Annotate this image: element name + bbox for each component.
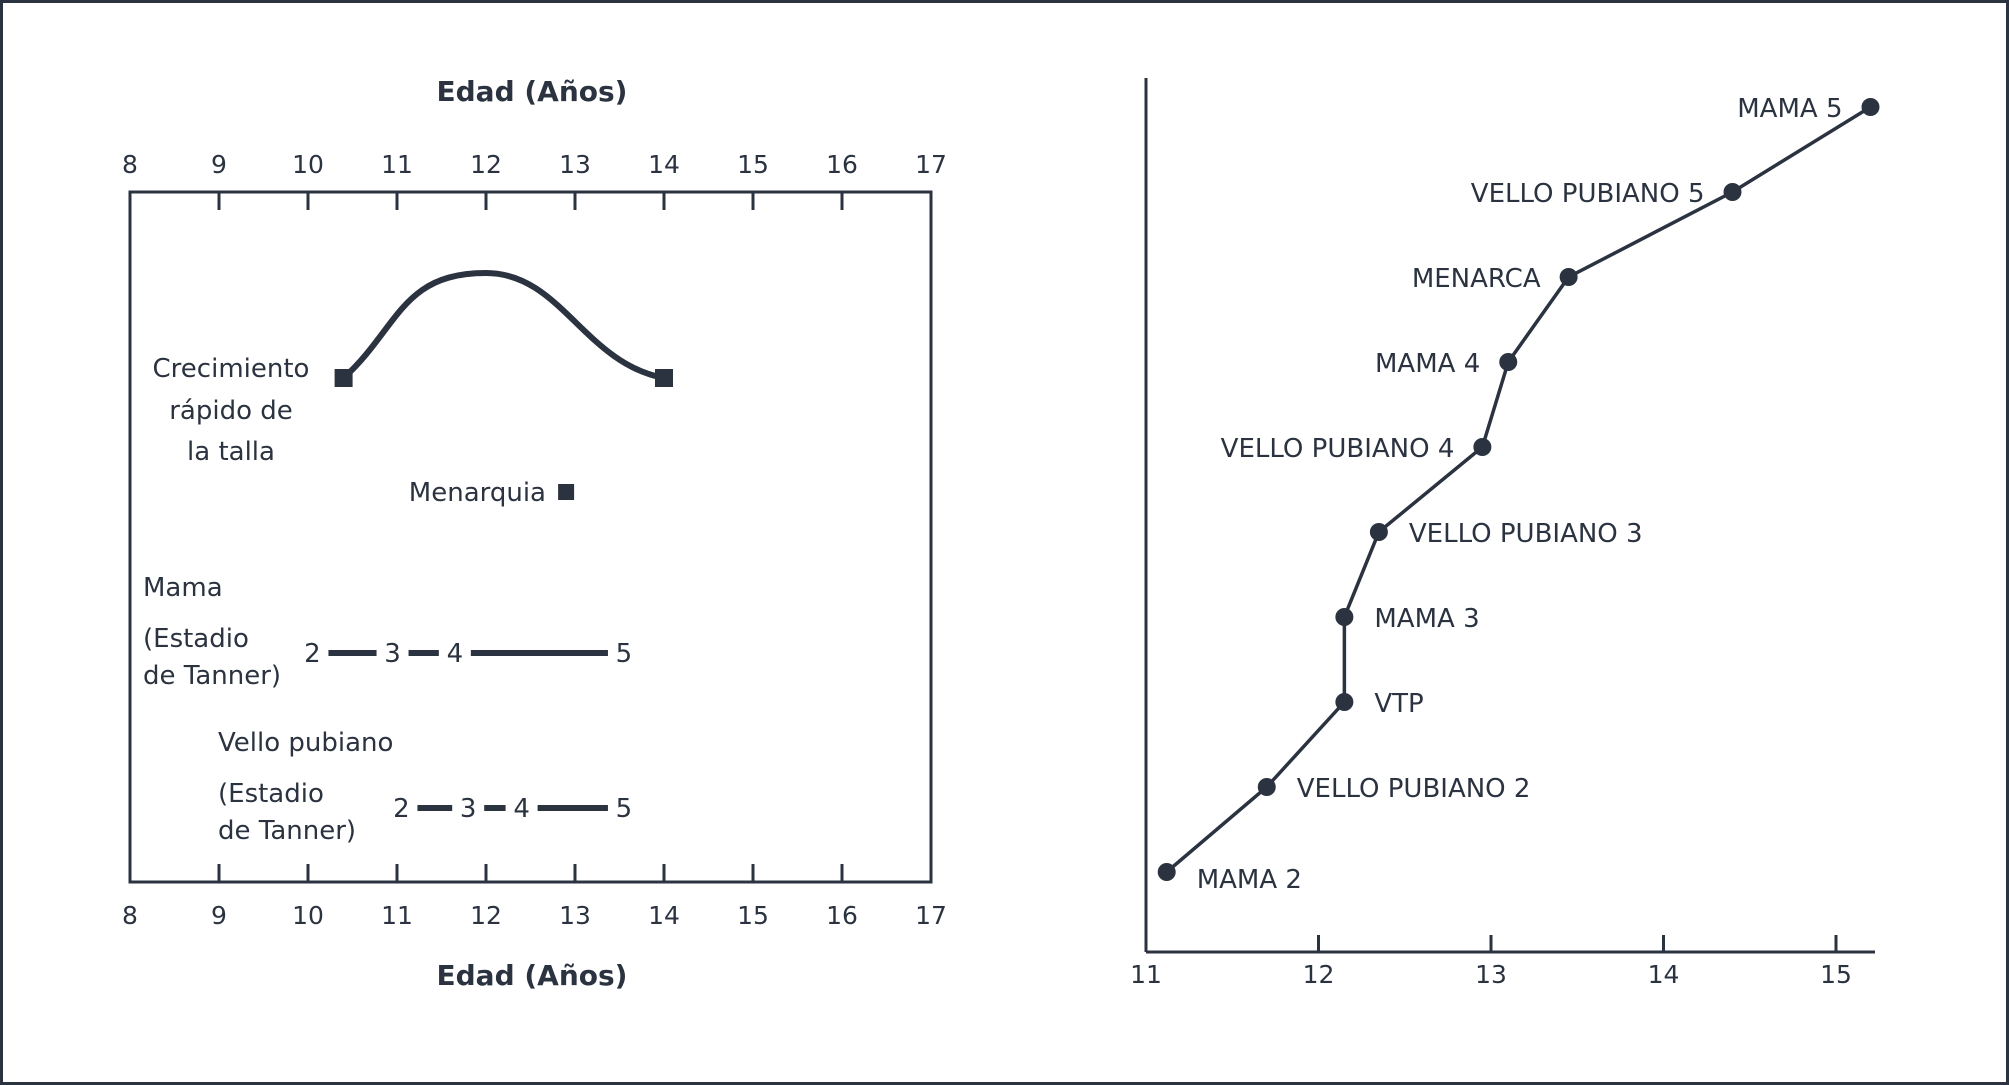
sequence-point <box>1473 438 1492 456</box>
sequence-point-label: VELLO PUBIANO 3 <box>1409 519 1643 549</box>
sequence-point-label: MENARCA <box>1412 264 1541 294</box>
sequence-point-label: VELLO PUBIANO 2 <box>1297 774 1531 804</box>
growth-start-marker <box>334 369 353 387</box>
growth-label-line-1: Crecimiento <box>153 354 310 384</box>
top-x-axis-title: Edad (Años) <box>437 75 628 108</box>
breast-stage-label: 3 <box>384 639 401 669</box>
top-tick-label: 16 <box>826 150 858 179</box>
sequence-point <box>1335 608 1354 626</box>
sequence-tick-label: 12 <box>1303 960 1335 989</box>
sequence-point-label: VTP <box>1374 689 1423 719</box>
growth-end-marker <box>655 369 673 387</box>
sequence-point <box>1559 268 1578 286</box>
breast-label: Mama <box>143 573 223 603</box>
sequence-point-label: MAMA 2 <box>1197 865 1302 895</box>
pubic-stage-label: 2 <box>393 794 410 824</box>
top-tick-label: 13 <box>559 150 591 179</box>
breast-stage-label: 2 <box>304 639 321 669</box>
top-tick-label: 12 <box>470 150 502 179</box>
sequence-tick-label: 13 <box>1475 960 1507 989</box>
growth-label-line-3: la talla <box>187 437 275 467</box>
top-tick-label: 10 <box>292 150 324 179</box>
top-tick-label: 15 <box>737 150 769 179</box>
pubic-stage-label: 3 <box>460 794 477 824</box>
sequence-point <box>1157 863 1176 881</box>
breast-stage-label: 5 <box>616 639 633 669</box>
pubic-label: Vello pubiano <box>218 728 393 758</box>
sequence-point-label: VELLO PUBIANO 5 <box>1471 179 1705 209</box>
sequence-point-label: MAMA 4 <box>1375 349 1480 379</box>
growth-curve <box>341 269 665 381</box>
sequence-point-label: MAMA 3 <box>1374 604 1479 634</box>
sequence-tick-label: 14 <box>1648 960 1680 989</box>
top-tick-label: 11 <box>381 150 413 179</box>
sequence-point <box>1369 523 1388 541</box>
bottom-x-axis-title: Edad (Años) <box>437 959 628 992</box>
menarche-label: Menarquia <box>409 478 546 508</box>
top-tick-label: 8 <box>122 150 138 179</box>
breast-stage-label: 4 <box>447 639 464 669</box>
sequence-tick-label: 11 <box>1130 960 1162 989</box>
bottom-tick-label: 9 <box>211 901 227 930</box>
top-tick-label: 14 <box>648 150 680 179</box>
pubic-stage-label: 4 <box>513 794 530 824</box>
sequence-point <box>1335 693 1354 711</box>
bottom-tick-label: 16 <box>826 901 858 930</box>
sequence-line <box>1165 105 1872 874</box>
bottom-tick-label: 13 <box>559 901 591 930</box>
breast-sub-line-1: (Estadio <box>143 624 249 654</box>
bottom-tick-label: 11 <box>381 901 413 930</box>
menarche-marker <box>558 484 575 500</box>
bottom-tick-label: 12 <box>470 901 502 930</box>
bottom-tick-label: 15 <box>737 901 769 930</box>
sequence-point-label: MAMA 5 <box>1737 94 1842 124</box>
bottom-tick-label: 8 <box>122 901 138 930</box>
sequence-chart: 11 12 13 14 15 MAMA 2 VELLO PUBIANO 2 VTP MAMA … <box>1130 78 1880 989</box>
bottom-tick-label: 14 <box>648 901 680 930</box>
pubic-sub-line-2: de Tanner) <box>218 816 356 846</box>
top-tick-label: 9 <box>211 150 227 179</box>
bottom-tick-label: 17 <box>915 901 947 930</box>
pubic-sub-line-1: (Estadio <box>218 779 324 809</box>
bottom-tick-label: 10 <box>292 901 324 930</box>
sequence-tick-label: 15 <box>1820 960 1852 989</box>
growth-label-line-2: rápido de <box>169 396 293 426</box>
sequence-point <box>1257 778 1276 796</box>
timeline-plot-box <box>128 190 933 884</box>
sequence-point <box>1861 98 1880 116</box>
pubic-stage-label: 5 <box>616 794 633 824</box>
timeline-chart: Edad (Años) Edad (Años) 8 8 9 9 10 10 11 11 12 12… <box>122 75 947 992</box>
sequence-point-label: VELLO PUBIANO 4 <box>1221 434 1455 464</box>
sequence-point <box>1723 183 1742 201</box>
breast-sub-line-2: de Tanner) <box>143 661 281 691</box>
top-tick-label: 17 <box>915 150 947 179</box>
sequence-point <box>1499 353 1518 371</box>
